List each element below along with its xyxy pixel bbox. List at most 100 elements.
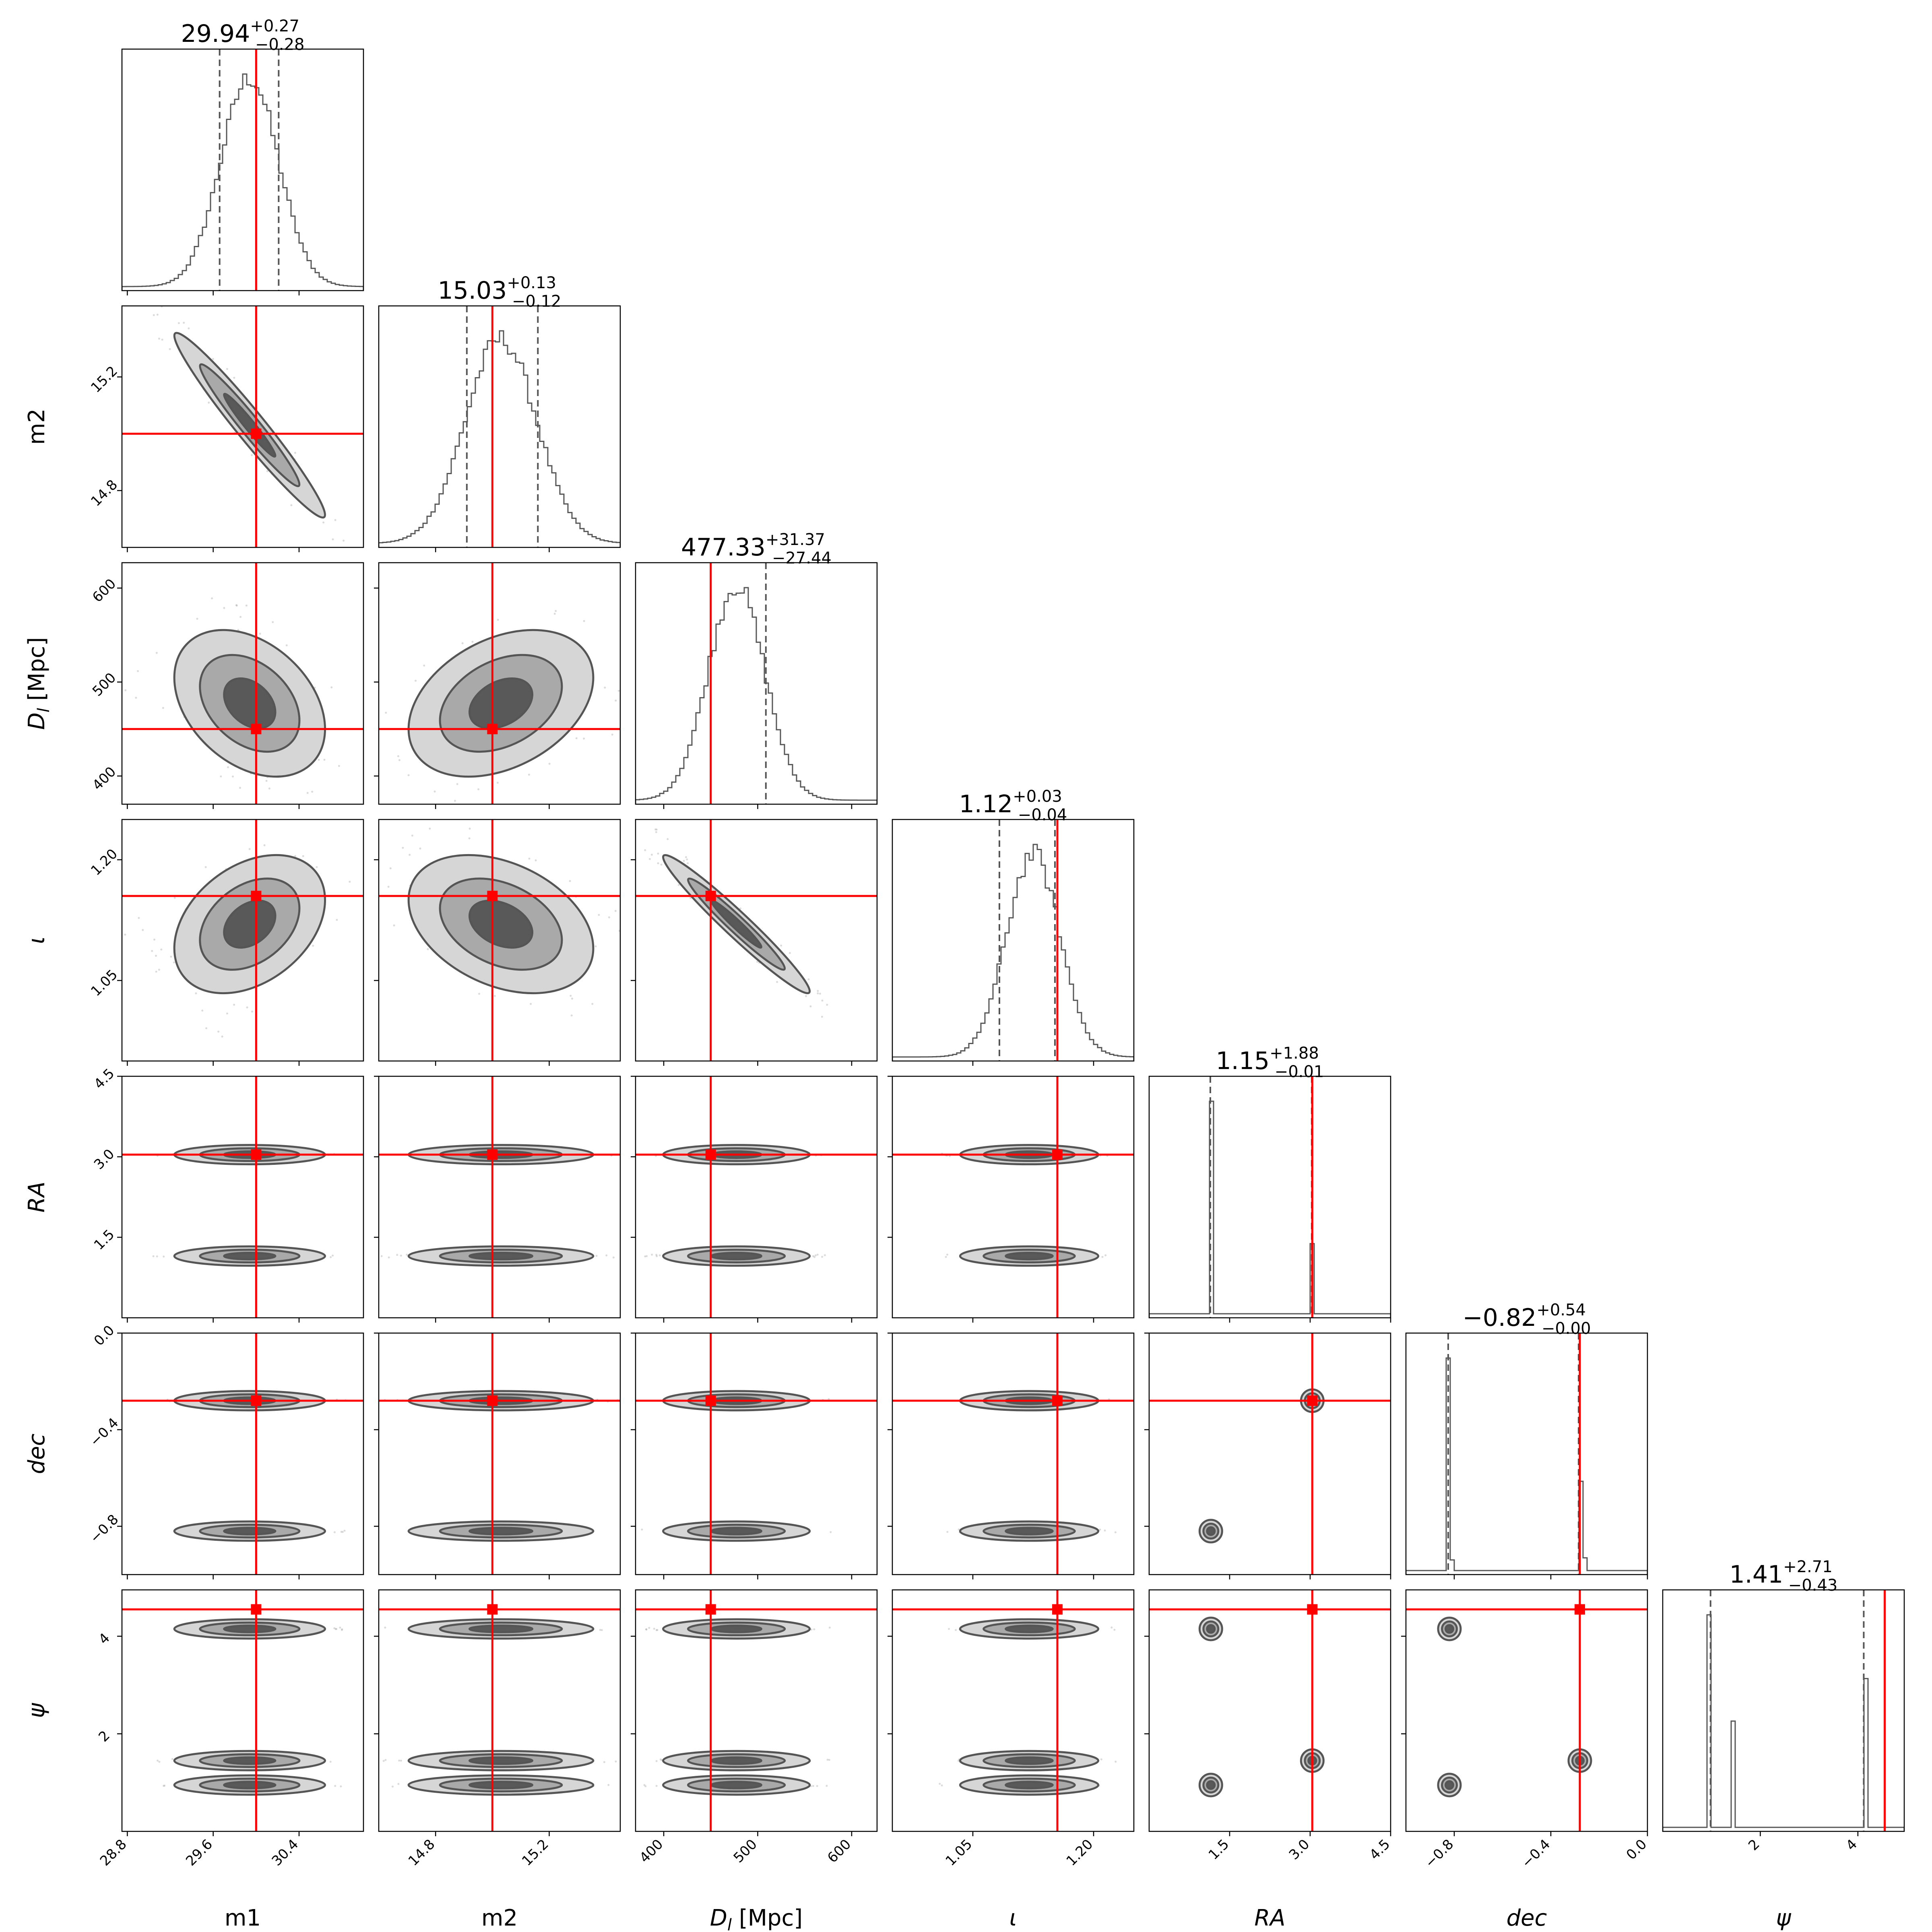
scatter-point [821, 999, 824, 1002]
scatter-point [685, 856, 687, 859]
panel-m2-vs-iota [368, 819, 621, 1066]
panel-iota-vs-psi: 1.05 1.20 [888, 1589, 1135, 1869]
scatter-point [334, 1628, 337, 1630]
scatter-point [306, 792, 309, 794]
y-tick-label: 1.5 [91, 1226, 118, 1253]
scatter-point [615, 1760, 617, 1763]
scatter-point [1110, 1627, 1113, 1629]
scatter-point [948, 1628, 950, 1630]
scatter-point [212, 358, 214, 360]
scatter-point [195, 992, 197, 995]
scatter-point [824, 1254, 826, 1257]
scatter-point [335, 1628, 338, 1630]
y-tick-label: 0.0 [91, 1322, 118, 1349]
histogram-line [1149, 1100, 1391, 1318]
scatter-point [329, 1761, 332, 1763]
scatter-point [311, 791, 314, 793]
panel-frame [1148, 1589, 1391, 1832]
scatter-point [614, 910, 617, 912]
x-tick-label: 4.5 [1366, 1836, 1393, 1863]
scatter-point [598, 914, 600, 916]
panel-frame [1405, 1589, 1648, 1832]
histogram-line [122, 73, 363, 291]
hist-panel-dec: −0.82+0.54 −0.00 [1405, 1301, 1648, 1579]
scatter-point [137, 670, 139, 672]
scatter-point [163, 1785, 165, 1787]
panel-frame [121, 1589, 364, 1832]
contour-level [469, 1624, 534, 1633]
scatter-point [812, 1255, 815, 1257]
scatter-point [155, 970, 157, 973]
axis-label-m2: m2 [481, 1905, 518, 1931]
scatter-point [615, 700, 617, 702]
panel-frame [378, 305, 621, 548]
panel-frame [121, 1075, 364, 1319]
posterior-title: 15.03+0.13 −0.12 [438, 274, 561, 311]
x-tick-label: 500 [731, 1836, 760, 1866]
panel-frame [635, 1332, 878, 1575]
scatter-point [196, 617, 198, 620]
panel-frame [892, 1589, 1135, 1832]
scatter-point [156, 1255, 158, 1257]
truth-marker [487, 1395, 498, 1406]
scatter-point [575, 737, 578, 739]
scatter-point [946, 1531, 949, 1533]
scatter-point [169, 348, 171, 350]
truth-marker [1307, 1395, 1318, 1406]
scatter-point [158, 968, 160, 971]
scatter-point [812, 1785, 814, 1787]
scatter-point [570, 1014, 573, 1017]
y-tick-label: 500 [89, 670, 119, 700]
scatter-point [817, 992, 819, 995]
truth-marker [487, 891, 498, 901]
axis-label-dec: dec [1507, 1905, 1547, 1931]
scatter-point [388, 1256, 390, 1259]
scatter-point [397, 755, 399, 758]
scatter-point [268, 787, 270, 790]
scatter-point [400, 1759, 402, 1762]
contour-level [469, 1781, 534, 1790]
scatter-point [188, 327, 190, 330]
scatter-point [158, 337, 160, 340]
scatter-point [245, 605, 248, 607]
contour-level [1005, 1527, 1054, 1536]
scatter-point [469, 828, 471, 830]
axis-label-psi: ψ [1776, 1905, 1792, 1931]
scatter-point [163, 1255, 165, 1258]
truth-marker [251, 1395, 262, 1406]
scatter-point [318, 759, 320, 761]
scatter-point [409, 854, 411, 856]
scatter-point [233, 1003, 235, 1006]
scatter-point [493, 995, 496, 997]
scatter-point [426, 811, 428, 813]
scatter-point [570, 995, 572, 997]
scatter-point [393, 924, 395, 927]
scatter-point [658, 1254, 661, 1257]
posterior-title: 1.41+2.71 −0.43 [1730, 1558, 1838, 1595]
panel-m2-vs-psi: 14.8 15.2 [374, 1589, 621, 1869]
scatter-point [603, 1761, 605, 1763]
scatter-point [201, 1009, 204, 1012]
scatter-point [819, 993, 821, 995]
x-tick-label: 15.2 [519, 1836, 552, 1869]
contour-level [223, 1756, 277, 1765]
truth-marker [705, 891, 716, 901]
contour-level [1206, 1624, 1216, 1634]
scatter-point [233, 377, 235, 379]
scatter-point [396, 1254, 398, 1256]
axis-label-ra: RA [1254, 1905, 1285, 1931]
scatter-point [657, 852, 659, 855]
scatter-point [591, 1003, 594, 1005]
panel-frame [121, 819, 364, 1062]
scatter-point [1100, 1758, 1102, 1761]
panel-frame [378, 819, 621, 1062]
contour-level [1444, 1780, 1455, 1790]
posterior-title: 1.12+0.03 −0.04 [959, 787, 1067, 824]
y-tick-label: 1.05 [88, 966, 121, 999]
panel-frame [121, 305, 364, 548]
scatter-point [788, 952, 791, 954]
scatter-point [340, 1785, 342, 1788]
scatter-point [368, 933, 370, 935]
contour-level [223, 392, 277, 458]
hist-panel-m1: 29.94+0.27 −0.28 [121, 17, 364, 295]
